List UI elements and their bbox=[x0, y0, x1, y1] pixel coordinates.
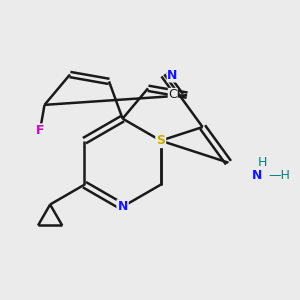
Text: H: H bbox=[257, 156, 267, 169]
Text: F: F bbox=[36, 124, 44, 137]
Text: C: C bbox=[168, 88, 177, 101]
Text: N: N bbox=[117, 200, 128, 213]
Text: N: N bbox=[252, 169, 262, 182]
Text: N: N bbox=[167, 69, 178, 82]
Text: S: S bbox=[156, 134, 165, 147]
Text: —H: —H bbox=[268, 169, 290, 182]
